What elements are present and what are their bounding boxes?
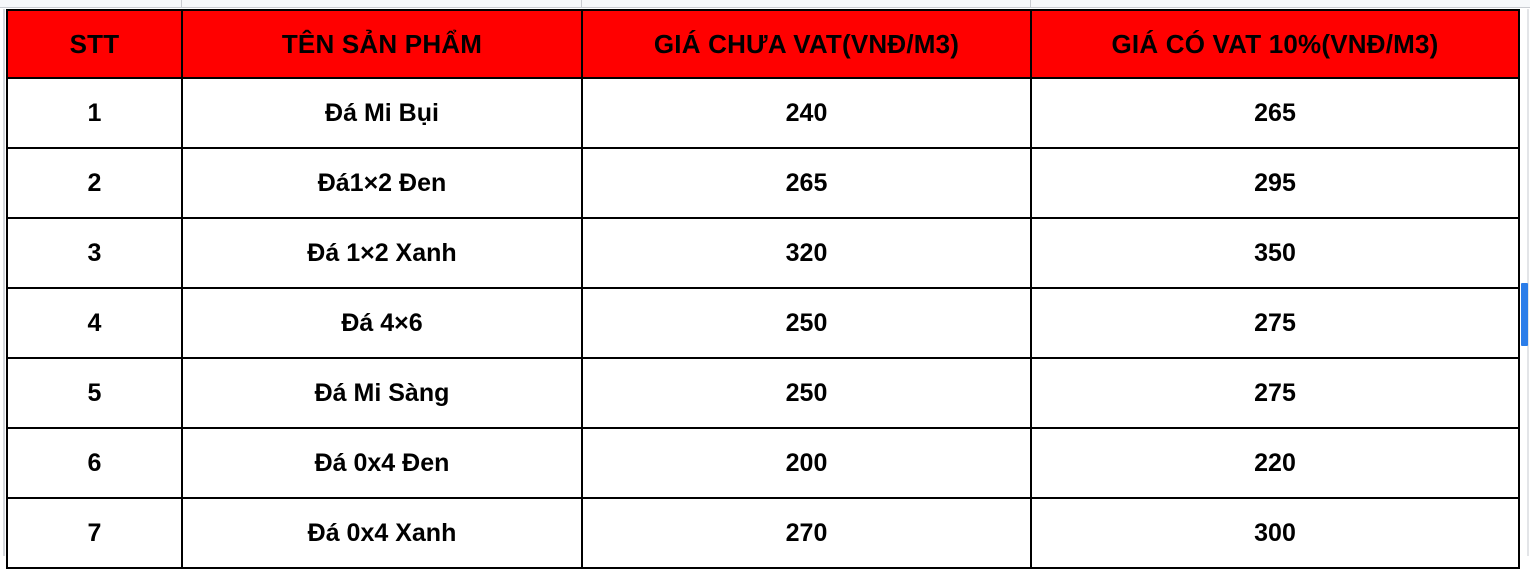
cell-price: 320 [581, 217, 1032, 289]
cell-stt: 7 [6, 497, 183, 569]
column-header-price: GIÁ CHƯA VAT(VNĐ/M3) [581, 9, 1032, 79]
cell-stt: 6 [6, 427, 183, 499]
cell-name: Đá 4×6 [181, 287, 583, 359]
product-price-table: STT TÊN SẢN PHẨM GIÁ CHƯA VAT(VNĐ/M3) GI… [6, 9, 1520, 569]
cell-name: Đá 1×2 Xanh [181, 217, 583, 289]
table-body: 1 Đá Mi Bụi 240 265 2 Đá1×2 Đen 265 295 … [6, 77, 1520, 569]
cell-stt: 4 [6, 287, 183, 359]
top-strip-separator-2 [581, 0, 582, 8]
cell-price: 250 [581, 357, 1032, 429]
cell-price: 265 [581, 147, 1032, 219]
cell-vat: 295 [1030, 147, 1520, 219]
table-row: 2 Đá1×2 Đen 265 295 [6, 147, 1520, 219]
cell-name: Đá1×2 Đen [181, 147, 583, 219]
table-row: 4 Đá 4×6 250 275 [6, 287, 1520, 359]
cell-stt: 1 [6, 77, 183, 149]
cell-vat: 275 [1030, 287, 1520, 359]
top-strip-separator-1 [181, 0, 182, 8]
cell-vat: 220 [1030, 427, 1520, 499]
cell-name: Đá 0x4 Đen [181, 427, 583, 499]
table-header: STT TÊN SẢN PHẨM GIÁ CHƯA VAT(VNĐ/M3) GI… [6, 9, 1520, 79]
scrollbar-thumb[interactable] [1521, 283, 1528, 346]
cell-stt: 5 [6, 357, 183, 429]
cell-price: 200 [581, 427, 1032, 499]
left-gridline [3, 9, 5, 556]
top-partial-row-strip [0, 0, 1530, 8]
right-gridline [1527, 9, 1529, 556]
cell-price: 270 [581, 497, 1032, 569]
cell-vat: 275 [1030, 357, 1520, 429]
column-header-stt: STT [6, 9, 183, 79]
table-row: 5 Đá Mi Sàng 250 275 [6, 357, 1520, 429]
cell-price: 240 [581, 77, 1032, 149]
cell-price: 250 [581, 287, 1032, 359]
cell-vat: 300 [1030, 497, 1520, 569]
table-row: 1 Đá Mi Bụi 240 265 [6, 77, 1520, 149]
table-row: 6 Đá 0x4 Đen 200 220 [6, 427, 1520, 499]
cell-stt: 2 [6, 147, 183, 219]
cell-vat: 265 [1030, 77, 1520, 149]
table-header-row: STT TÊN SẢN PHẨM GIÁ CHƯA VAT(VNĐ/M3) GI… [6, 9, 1520, 79]
cell-name: Đá Mi Bụi [181, 77, 583, 149]
cell-name: Đá Mi Sàng [181, 357, 583, 429]
cell-vat: 350 [1030, 217, 1520, 289]
table-row: 7 Đá 0x4 Xanh 270 300 [6, 497, 1520, 569]
cell-name: Đá 0x4 Xanh [181, 497, 583, 569]
top-strip-separator-3 [1030, 0, 1031, 8]
column-header-vat: GIÁ CÓ VAT 10%(VNĐ/M3) [1030, 9, 1520, 79]
column-header-name: TÊN SẢN PHẨM [181, 9, 583, 79]
table-row: 3 Đá 1×2 Xanh 320 350 [6, 217, 1520, 289]
cell-stt: 3 [6, 217, 183, 289]
